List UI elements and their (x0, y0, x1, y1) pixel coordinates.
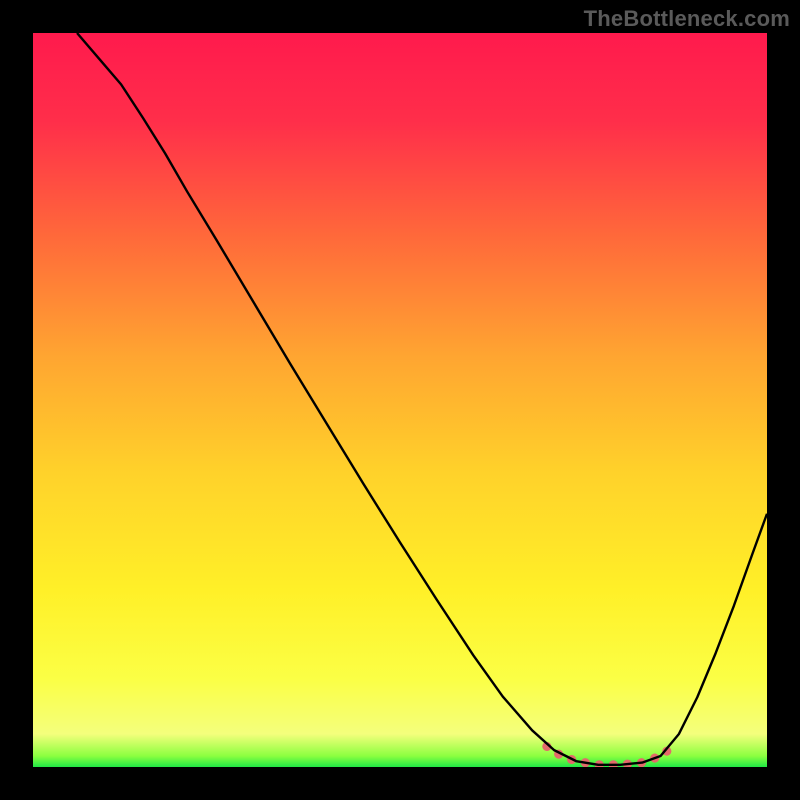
chart-frame: TheBottleneck.com (0, 0, 800, 800)
gradient-background (33, 33, 767, 767)
watermark-text: TheBottleneck.com (584, 6, 790, 32)
plot-area (33, 33, 767, 767)
gradient-chart-svg (33, 33, 767, 767)
